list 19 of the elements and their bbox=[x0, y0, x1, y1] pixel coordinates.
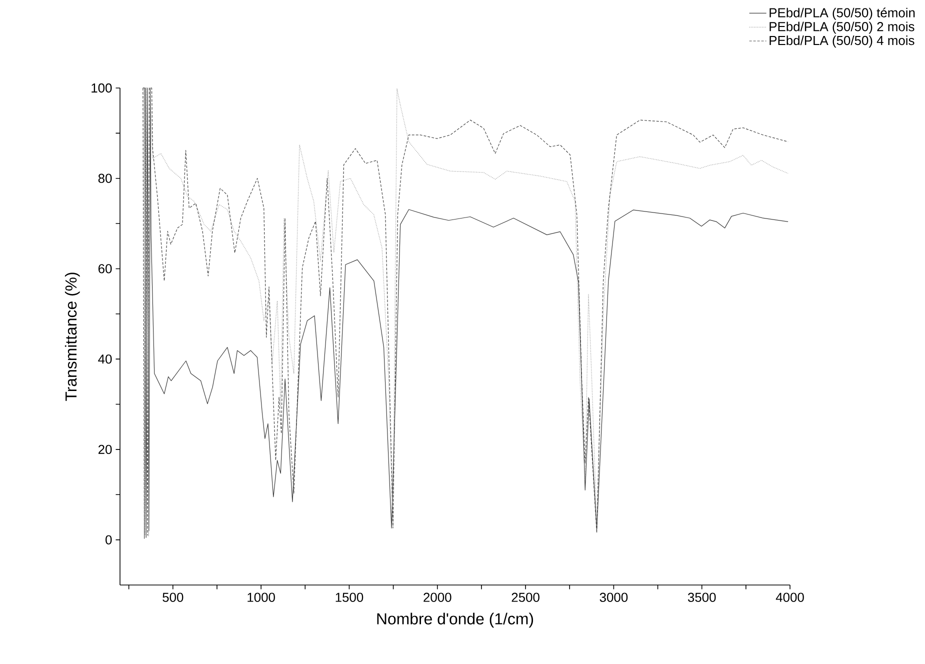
x-tick-label: 1500 bbox=[336, 592, 364, 602]
x-tick-label: 2000 bbox=[424, 592, 452, 602]
legend-label: PEbd/PLA (50/50) 4 mois bbox=[770, 36, 914, 48]
x-axis-title: Nombre d'onde (1/cm) bbox=[377, 612, 534, 628]
legend-label: PEbd/PLA (50/50) 2 mois bbox=[770, 22, 914, 34]
x-tick-label: 2500 bbox=[512, 592, 540, 602]
x-tick-label: 1000 bbox=[248, 592, 275, 602]
x-tick-label: 3000 bbox=[600, 592, 628, 602]
y-tick-label: 40 bbox=[98, 354, 112, 364]
y-tick-label: 0 bbox=[106, 535, 112, 544]
x-tick-label: 3500 bbox=[688, 592, 716, 602]
legend-label: PEbd/PLA (50/50) témoin bbox=[770, 8, 915, 20]
y-tick-label: 60 bbox=[98, 264, 112, 274]
y-tick-label: 100 bbox=[92, 83, 112, 93]
x-tick-label: 500 bbox=[162, 592, 184, 602]
y-tick-label: 80 bbox=[98, 174, 112, 183]
y-axis-title: Transmittance (%) bbox=[64, 272, 80, 401]
x-tick-label: 4000 bbox=[776, 592, 804, 602]
y-tick-label: 20 bbox=[98, 444, 112, 454]
